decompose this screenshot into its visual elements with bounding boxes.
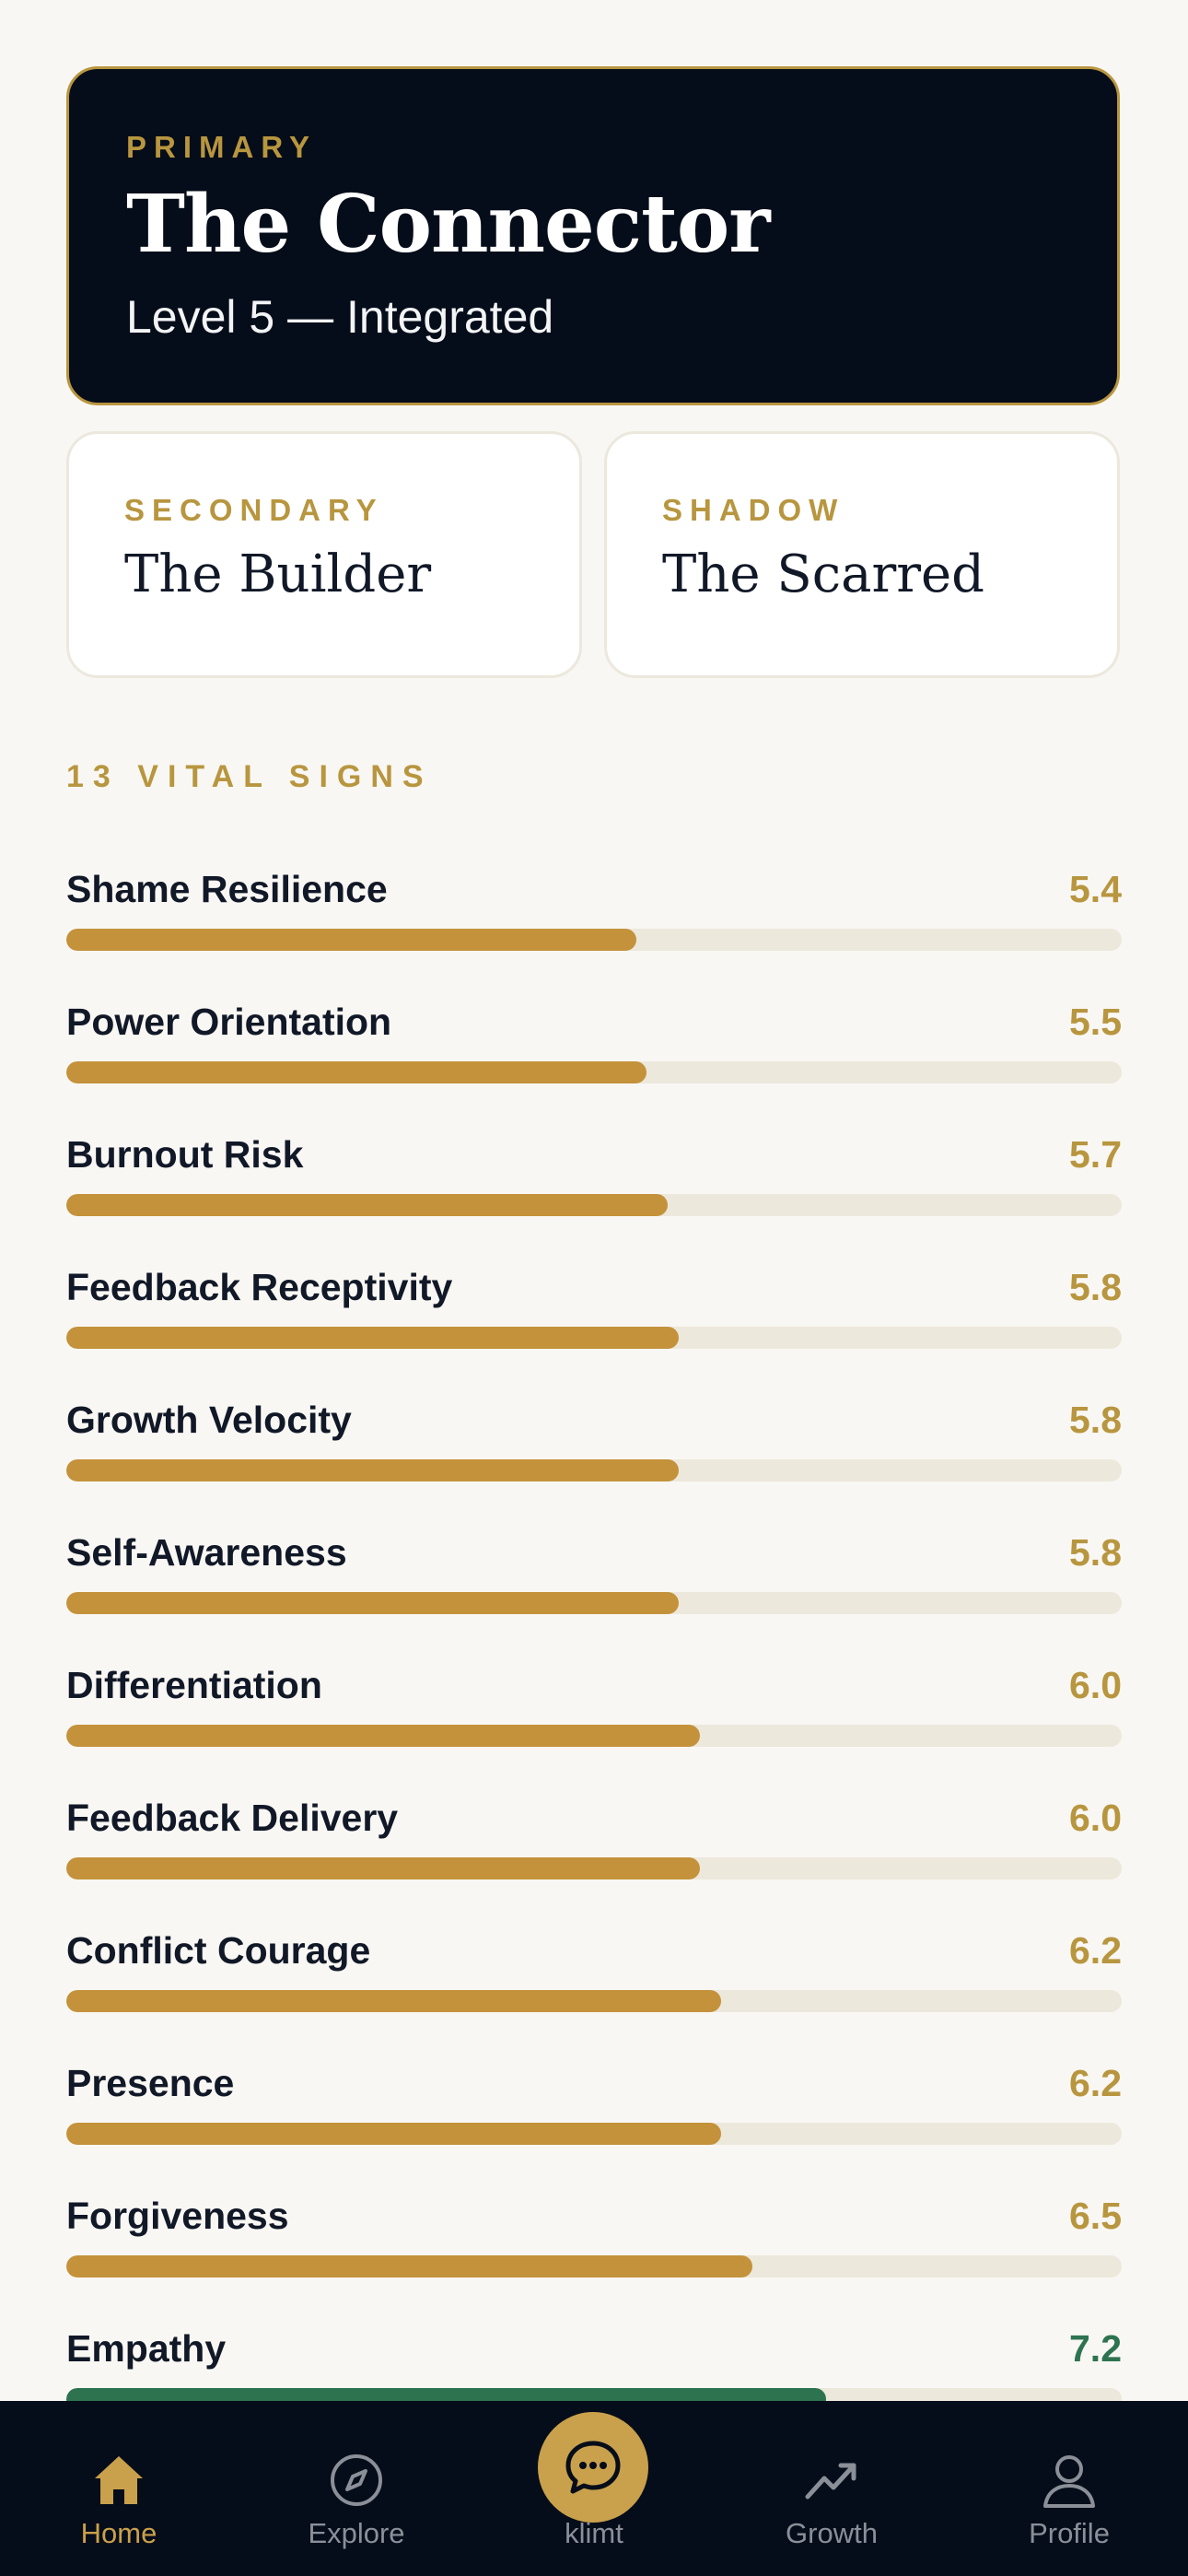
vital-bar-track bbox=[66, 2388, 1122, 2401]
vital-score: 6.2 bbox=[1069, 1929, 1122, 1972]
vital-bar-track bbox=[66, 929, 1122, 951]
vital-score: 5.5 bbox=[1069, 1001, 1122, 1043]
home-icon bbox=[95, 2456, 143, 2504]
vital-score: 5.4 bbox=[1069, 868, 1122, 910]
vital-score: 5.8 bbox=[1069, 1531, 1122, 1574]
nav-home[interactable]: Home bbox=[17, 2401, 220, 2576]
vital-bar-fill bbox=[66, 1857, 700, 1879]
nav-profile-label: Profile bbox=[1029, 2517, 1110, 2549]
vital-name: Feedback Receptivity bbox=[66, 1266, 453, 1308]
vital-row[interactable]: Empathy 7.2 bbox=[66, 2322, 1122, 2401]
primary-archetype-card[interactable]: PRIMARY The Connector Level 5 — Integrat… bbox=[66, 66, 1120, 405]
vital-signs-heading: 13 VITAL SIGNS bbox=[66, 759, 433, 794]
vital-bar-fill bbox=[66, 1990, 721, 2012]
shadow-archetype-title: The Scarred bbox=[662, 544, 984, 604]
vital-name: Shame Resilience bbox=[66, 868, 388, 910]
secondary-archetype-card[interactable]: SECONDARY The Builder bbox=[66, 431, 582, 678]
vital-row[interactable]: Feedback Delivery 6.0 bbox=[66, 1791, 1122, 1924]
vital-score: 7.2 bbox=[1069, 2327, 1122, 2370]
vital-name: Presence bbox=[66, 2062, 235, 2104]
secondary-label: SECONDARY bbox=[124, 493, 384, 527]
vital-bar-fill bbox=[66, 1592, 679, 1614]
vital-name: Conflict Courage bbox=[66, 1929, 371, 1972]
vital-score: 5.8 bbox=[1069, 1266, 1122, 1308]
vital-bar-track bbox=[66, 1061, 1122, 1083]
vital-name: Burnout Risk bbox=[66, 1133, 304, 1176]
vital-bar-fill bbox=[66, 1725, 700, 1747]
vital-row[interactable]: Conflict Courage 6.2 bbox=[66, 1924, 1122, 2056]
vital-bar-track bbox=[66, 1857, 1122, 1879]
vital-row[interactable]: Power Orientation 5.5 bbox=[66, 995, 1122, 1128]
vital-bar-track bbox=[66, 2255, 1122, 2277]
secondary-archetype-title: The Builder bbox=[124, 544, 432, 604]
vital-bar-track bbox=[66, 2123, 1122, 2145]
chat-icon bbox=[565, 2441, 621, 2494]
bottom-navigation: Home Explore klimt Growth Profile bbox=[0, 2401, 1188, 2576]
klimt-chat-button[interactable] bbox=[538, 2412, 648, 2523]
vital-name: Forgiveness bbox=[66, 2195, 289, 2237]
vital-bar-track bbox=[66, 1327, 1122, 1349]
vital-bar-track bbox=[66, 1459, 1122, 1481]
nav-growth-label: Growth bbox=[786, 2517, 878, 2549]
vital-row[interactable]: Burnout Risk 5.7 bbox=[66, 1128, 1122, 1260]
vital-bar-fill bbox=[66, 2255, 752, 2277]
vital-bar-track bbox=[66, 1990, 1122, 2012]
vital-bar-fill bbox=[66, 1459, 679, 1481]
main-content: PRIMARY The Connector Level 5 — Integrat… bbox=[66, 66, 1122, 2401]
vital-score: 6.0 bbox=[1069, 1664, 1122, 1706]
vital-score: 6.2 bbox=[1069, 2062, 1122, 2104]
shadow-label: SHADOW bbox=[662, 493, 845, 527]
vital-bar-fill bbox=[66, 2123, 721, 2145]
vital-row[interactable]: Forgiveness 6.5 bbox=[66, 2189, 1122, 2322]
compass-icon bbox=[331, 2454, 382, 2506]
vital-signs-list: Shame Resilience 5.4 Power Orientation 5… bbox=[66, 862, 1122, 2401]
vital-bar-fill bbox=[66, 929, 636, 951]
nav-profile[interactable]: Profile bbox=[968, 2401, 1171, 2576]
vital-bar-track bbox=[66, 1725, 1122, 1747]
vital-row[interactable]: Shame Resilience 5.4 bbox=[66, 862, 1122, 995]
vital-bar-track bbox=[66, 1592, 1122, 1614]
vital-bar-fill bbox=[66, 2388, 827, 2401]
vital-row[interactable]: Differentiation 6.0 bbox=[66, 1658, 1122, 1791]
vital-row[interactable]: Self-Awareness 5.8 bbox=[66, 1526, 1122, 1658]
vital-name: Self-Awareness bbox=[66, 1531, 347, 1574]
primary-archetype-level: Level 5 — Integrated bbox=[126, 291, 554, 343]
nav-explore-label: Explore bbox=[308, 2517, 405, 2549]
primary-archetype-title: The Connector bbox=[126, 178, 771, 271]
shadow-archetype-card[interactable]: SHADOW The Scarred bbox=[604, 431, 1120, 678]
vital-score: 6.0 bbox=[1069, 1797, 1122, 1839]
vital-score: 5.7 bbox=[1069, 1133, 1122, 1176]
primary-label: PRIMARY bbox=[126, 130, 317, 164]
user-icon bbox=[1043, 2455, 1095, 2508]
vital-row[interactable]: Presence 6.2 bbox=[66, 2056, 1122, 2189]
vital-bar-fill bbox=[66, 1061, 647, 1083]
vital-name: Growth Velocity bbox=[66, 1399, 352, 1441]
vital-bar-fill bbox=[66, 1327, 679, 1349]
vital-row[interactable]: Feedback Receptivity 5.8 bbox=[66, 1260, 1122, 1393]
nav-growth[interactable]: Growth bbox=[730, 2401, 933, 2576]
vital-name: Empathy bbox=[66, 2327, 227, 2370]
vital-name: Feedback Delivery bbox=[66, 1797, 399, 1839]
vital-score: 5.8 bbox=[1069, 1399, 1122, 1441]
vital-name: Power Orientation bbox=[66, 1001, 392, 1043]
vital-bar-track bbox=[66, 1194, 1122, 1216]
trend-up-icon bbox=[805, 2463, 856, 2500]
vital-bar-fill bbox=[66, 1194, 669, 1216]
nav-home-label: Home bbox=[80, 2517, 157, 2549]
vital-name: Differentiation bbox=[66, 1664, 322, 1706]
vital-score: 6.5 bbox=[1069, 2195, 1122, 2237]
vital-row[interactable]: Growth Velocity 5.8 bbox=[66, 1393, 1122, 1526]
nav-explore[interactable]: Explore bbox=[255, 2401, 458, 2576]
